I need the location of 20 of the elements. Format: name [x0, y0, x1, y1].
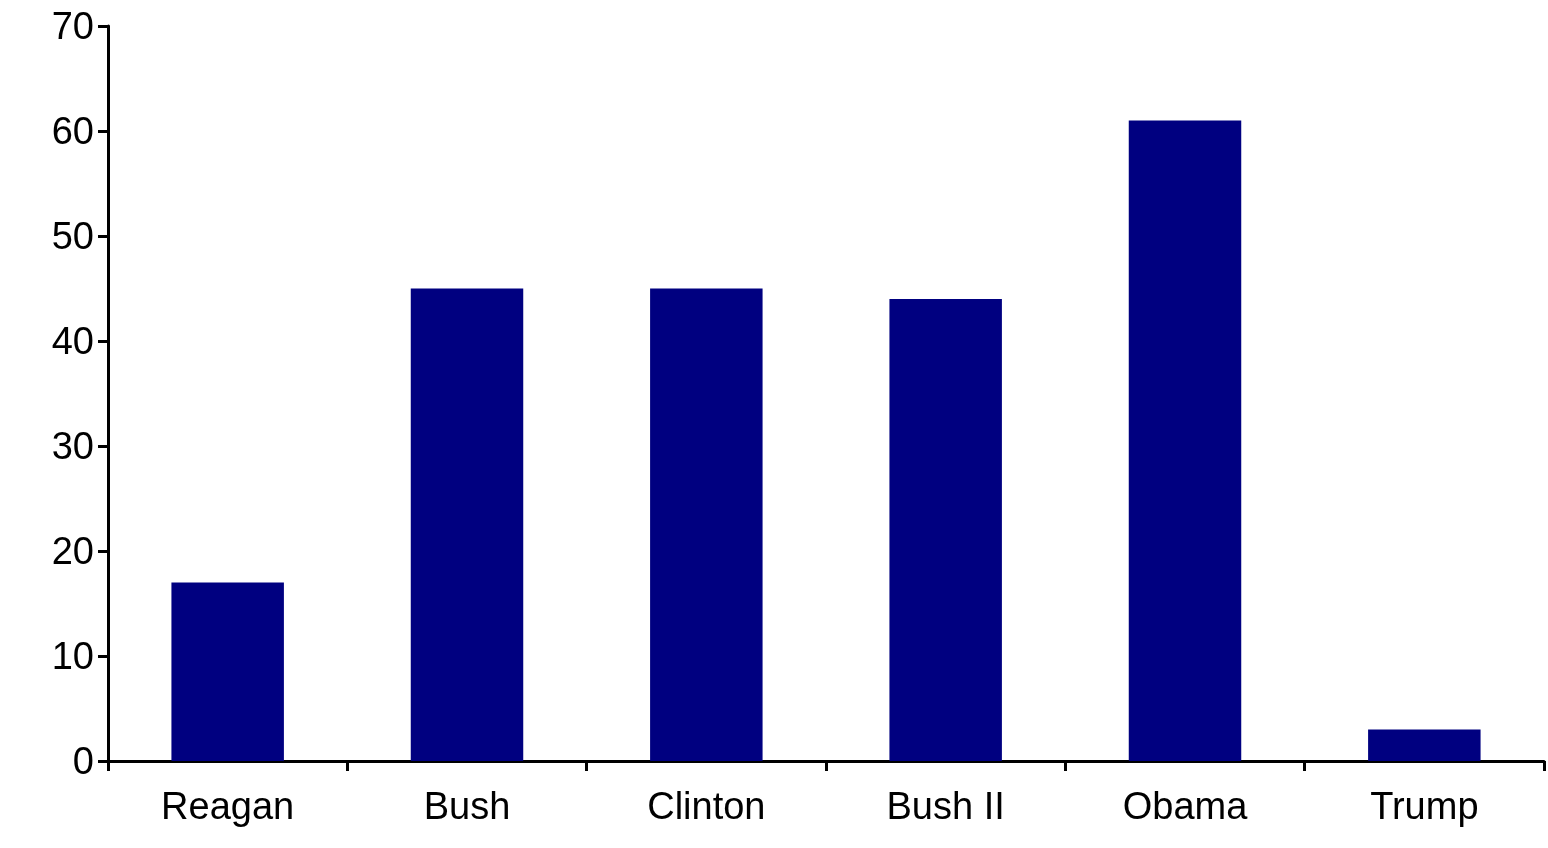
y-tick-label: 70 — [51, 5, 94, 47]
bar — [889, 299, 1002, 761]
y-tick-label: 30 — [51, 425, 94, 467]
bar — [650, 288, 763, 761]
x-tick-label: Bush — [423, 785, 511, 827]
x-tick-label: Obama — [1122, 785, 1249, 827]
y-tick-label: 50 — [51, 215, 94, 257]
y-tick-label: 20 — [51, 530, 94, 572]
bar — [1368, 729, 1481, 761]
bar — [410, 288, 524, 761]
x-tick-label: Bush II — [886, 785, 1005, 827]
x-tick-label: Reagan — [161, 785, 295, 827]
y-tick-label: 60 — [51, 110, 94, 152]
y-tick-label: 40 — [51, 320, 94, 362]
x-tick-label: Trump — [1370, 785, 1479, 827]
x-tick-label: Clinton — [647, 785, 766, 827]
bar — [171, 582, 284, 761]
y-tick-label: 10 — [51, 635, 94, 677]
bar — [1128, 120, 1242, 761]
y-tick-label: 0 — [72, 740, 94, 782]
